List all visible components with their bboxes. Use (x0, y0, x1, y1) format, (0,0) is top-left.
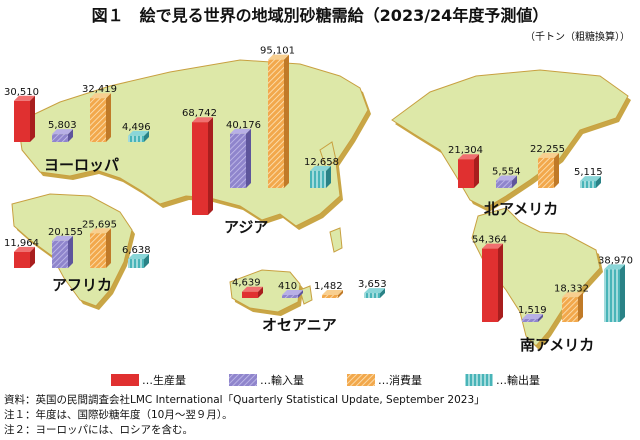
region-label-africa: アフリカ (52, 276, 112, 294)
note-1: 注１：年度は、国際砂糖年度（10月～翌９月）。 (4, 409, 233, 421)
value-label-north-america-consumption: 22,255 (530, 144, 565, 155)
value-label-asia-production: 68,742 (182, 108, 217, 119)
bar-south-america-production (482, 243, 503, 322)
bar-layer (14, 54, 625, 322)
bar-north-america-consumption (538, 152, 559, 188)
value-label-africa-consumption: 25,695 (82, 219, 117, 230)
value-label-europe-import: 5,803 (48, 120, 77, 131)
legend-item-export: …輸出量 (464, 372, 540, 388)
value-label-europe-export: 4,496 (122, 122, 151, 133)
bar-africa-consumption (90, 228, 111, 268)
value-label-oceania-production: 4,639 (232, 278, 261, 289)
bar-south-america-export (604, 264, 625, 322)
bar-europe-production (14, 95, 35, 142)
unit-label: （千トン（粗糖換算）） (525, 32, 630, 43)
bar-africa-export (128, 254, 149, 268)
legend-label-export: …輸出量 (496, 374, 540, 387)
value-label-europe-production: 30,510 (4, 87, 39, 98)
legend-item-production: …生産量 (110, 372, 186, 388)
bar-oceania-import (282, 290, 303, 298)
value-label-oceania-consumption: 1,482 (314, 281, 343, 292)
note-2: 注２：ヨーロッパには、ロシアを含む。 (4, 424, 193, 436)
bar-south-america-consumption (562, 292, 583, 322)
bar-north-america-export (580, 176, 601, 188)
value-label-europe-consumption: 32,419 (82, 84, 117, 95)
value-label-north-america-export: 5,115 (574, 167, 603, 178)
bar-africa-import (52, 235, 73, 268)
legend-item-consumption: …消費量 (346, 372, 422, 388)
value-label-asia-export: 12,658 (304, 157, 339, 168)
value-label-south-america-export: 38,970 (598, 255, 633, 266)
bar-north-america-production (458, 154, 479, 188)
bar-africa-production (14, 246, 35, 268)
world-map-chart: 30,510 5,803 32,419 4,496 11,964 20,15525,695… (4, 46, 633, 354)
bar-oceania-consumption (322, 290, 343, 298)
bar-asia-export (310, 165, 331, 188)
region-label-europe: ヨーロッパ (44, 156, 119, 174)
value-label-oceania-import: 410 (278, 281, 297, 292)
legend: …生産量 …輸入量 …消費量 …輸出量 (110, 372, 590, 390)
value-label-asia-consumption: 95,101 (260, 46, 295, 57)
value-label-oceania-export: 3,653 (358, 279, 387, 290)
bar-south-america-import (522, 314, 543, 322)
bar-asia-consumption (268, 54, 289, 189)
bar-asia-import (230, 128, 251, 188)
value-label-south-america-consumption: 18,332 (554, 283, 589, 294)
legend-label-production: …生産量 (142, 374, 186, 387)
region-label-asia: アジア (224, 218, 268, 236)
value-label-south-america-import: 1,519 (518, 305, 547, 316)
value-label-north-america-import: 5,554 (492, 167, 521, 178)
legend-item-import: …輸入量 (228, 372, 304, 388)
bar-north-america-import (496, 175, 517, 188)
value-label-layer: 30,510 5,803 32,419 4,496 11,964 20,15525,695… (4, 46, 633, 316)
bar-asia-production (192, 117, 213, 215)
chart-title: 図１ 絵で見る世界の地域別砂糖需給（2023/24年度予測値） (91, 6, 549, 25)
region-label-south-america: 南アメリカ (520, 336, 594, 354)
value-label-south-america-production: 54,364 (472, 235, 507, 246)
value-label-africa-export: 6,638 (122, 245, 151, 256)
bar-europe-export (128, 130, 149, 142)
bar-europe-consumption (90, 93, 111, 142)
value-label-asia-import: 40,176 (226, 120, 261, 131)
value-label-africa-production: 11,964 (4, 238, 39, 249)
value-label-north-america-production: 21,304 (448, 145, 483, 156)
legend-label-import: …輸入量 (260, 374, 304, 387)
region-label-north-america: 北アメリカ (484, 200, 558, 218)
notes: 資料：英国の民間調査会社LMC International「Quarterly … (4, 393, 485, 438)
bar-europe-import (52, 129, 73, 142)
bar-oceania-export (364, 288, 385, 298)
bar-oceania-production (242, 286, 263, 298)
legend-label-consumption: …消費量 (378, 374, 422, 387)
note-source: 資料：英国の民間調査会社LMC International「Quarterly … (4, 394, 485, 406)
value-label-africa-import: 20,155 (48, 227, 83, 238)
region-label-oceania: オセアニア (262, 316, 337, 334)
